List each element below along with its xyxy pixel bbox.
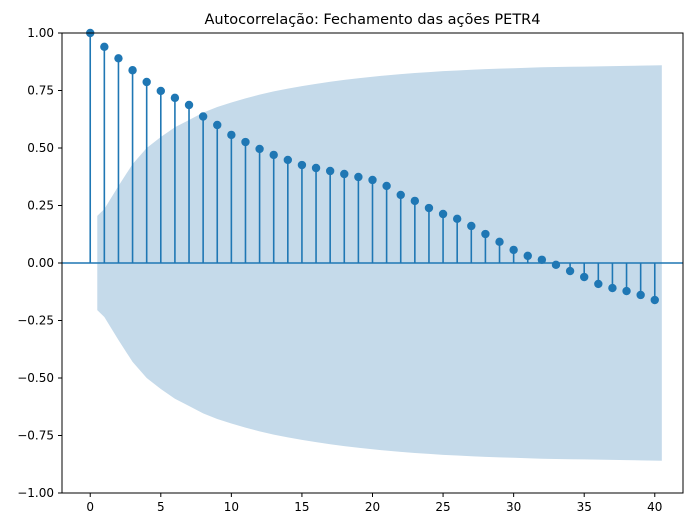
y-tick-label: −0.75 — [17, 429, 54, 443]
y-tick-label: 1.00 — [27, 26, 54, 40]
acf-point — [354, 172, 363, 182]
acf-point — [198, 112, 208, 121]
acf-point — [184, 100, 194, 110]
acf-point — [523, 251, 532, 261]
acf-point — [368, 175, 377, 185]
acf-point — [170, 93, 180, 103]
y-tick-label: 0.50 — [27, 141, 54, 155]
x-tick-label: 0 — [86, 500, 94, 514]
x-tick-label: 5 — [157, 500, 165, 514]
x-tick-label: 40 — [647, 500, 662, 514]
x-tick-label: 35 — [577, 500, 592, 514]
x-tick-label: 20 — [365, 500, 380, 514]
x-tick-label: 10 — [224, 500, 239, 514]
acf-point — [100, 42, 109, 51]
y-tick-label: 0.00 — [27, 256, 54, 270]
y-tick-label: −1.00 — [17, 486, 54, 500]
acf-point — [551, 260, 561, 270]
acf-point — [142, 77, 151, 87]
acf-point — [382, 181, 391, 191]
acf-point — [255, 144, 264, 154]
acf-point — [396, 190, 405, 200]
acf-point — [410, 196, 420, 206]
y-tick-label: −0.50 — [17, 371, 54, 385]
axes-layer: 0 5 10 15 20 25 30 35 40 −1.00 −0.75 −0.50 −0.25 0.00… — [17, 26, 684, 514]
acf-point — [438, 209, 448, 219]
stem-layer — [86, 28, 659, 305]
x-tick-label: 15 — [294, 500, 309, 514]
acf-point — [594, 279, 603, 289]
acf-point — [622, 286, 631, 296]
acf-point — [467, 221, 476, 231]
acf-point — [128, 66, 137, 75]
acf-point — [509, 245, 518, 255]
x-tick-label: 30 — [506, 500, 521, 514]
acf-point — [325, 166, 335, 176]
acf-point — [481, 229, 490, 239]
acf-point — [340, 169, 349, 179]
acf-point — [424, 203, 434, 213]
acf-point — [241, 137, 250, 147]
acf-point — [311, 163, 321, 173]
acf-point — [565, 266, 575, 276]
acf-point — [269, 150, 278, 160]
x-tick-label: 25 — [435, 500, 450, 514]
acf-point — [537, 255, 547, 264]
acf-point — [452, 214, 462, 224]
acf-point — [297, 160, 307, 170]
acf-point — [156, 86, 165, 96]
acf-point — [608, 283, 617, 293]
y-tick-label: 0.25 — [27, 199, 54, 213]
y-tick-label: 0.75 — [27, 84, 54, 98]
y-tick-label: −0.25 — [17, 314, 54, 328]
acf-point — [213, 120, 222, 130]
acf-point — [636, 290, 645, 300]
acf-point — [650, 295, 659, 305]
acf-point — [580, 272, 589, 282]
acf-point — [283, 155, 293, 165]
acf-point — [495, 237, 504, 247]
acf-point — [227, 130, 236, 140]
chart-title: Autocorrelação: Fechamento das ações PET… — [205, 12, 541, 28]
acf-point — [114, 54, 123, 63]
